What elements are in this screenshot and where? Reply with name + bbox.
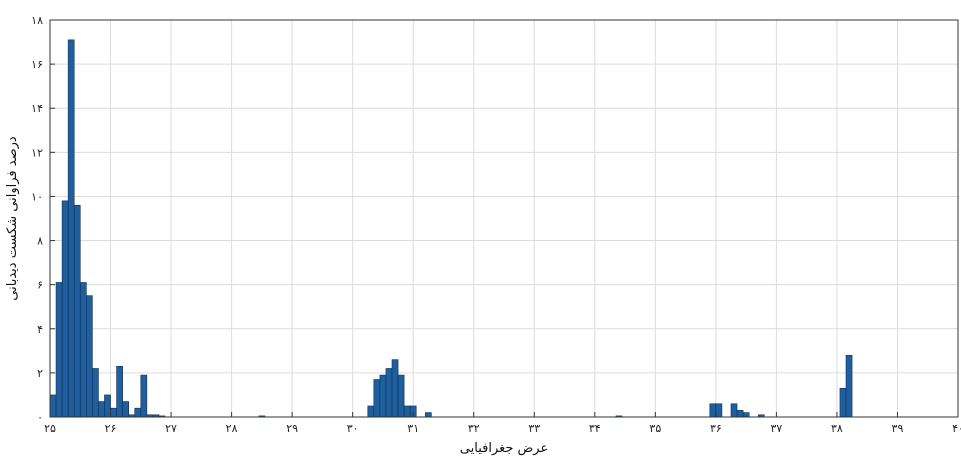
x-tick-label: ۳۷: [770, 422, 782, 435]
histogram-bar: [403, 405, 411, 418]
histogram-bar: [67, 39, 75, 418]
histogram-bar: [86, 295, 93, 418]
histogram-bar: [425, 412, 432, 418]
x-tick-label: ۳۹: [892, 422, 904, 435]
x-tick-label: ۳۱: [407, 422, 419, 435]
y-tick-label: ۱۰: [31, 190, 43, 203]
x-tick-label: ۳۶: [710, 422, 722, 435]
histogram-bar: [73, 204, 81, 418]
histogram-bar: [373, 379, 381, 418]
histogram-bar: [839, 388, 847, 418]
histogram-bar: [49, 394, 57, 418]
histogram-bar: [134, 407, 142, 418]
histogram-bar: [715, 403, 723, 418]
histogram-bar: [367, 405, 375, 418]
histogram-bar: [110, 407, 117, 418]
y-tick-label: ۱۶: [31, 58, 43, 71]
y-axis-ticks: ۰ ۲ ۴ ۶ ۸ ۱۰ ۱۲ ۱۴ ۱۶ ۱۸: [31, 14, 55, 424]
x-tick-label: ۲۷: [165, 422, 177, 435]
histogram-bar: [379, 374, 387, 418]
x-tick-label: ۳۴: [589, 422, 601, 435]
x-tick-label: ۲۶: [105, 422, 117, 435]
x-tick-label: ۲۵: [44, 422, 56, 435]
bar-series: [49, 39, 853, 418]
histogram-bar: [140, 374, 148, 418]
plot-frame: [49, 19, 959, 418]
y-axis-label: درصد فراوانی شکست دیدبانی: [5, 136, 20, 301]
x-tick-label: ۳۲: [468, 422, 480, 435]
x-tick-label: ۲۹: [286, 422, 298, 435]
y-tick-label: ۸: [37, 235, 43, 248]
y-tick-label: ۱۲: [31, 146, 43, 159]
x-tick-label: ۳۳: [528, 422, 540, 435]
histogram-bar: [116, 365, 123, 418]
y-tick-label: ۱۴: [31, 102, 43, 115]
histogram-bar: [397, 374, 405, 418]
histogram-bar: [736, 410, 744, 418]
x-axis-label: عرض جغرافیایی: [460, 441, 548, 456]
y-tick-label: ۰: [37, 411, 43, 424]
histogram-bar: [730, 403, 738, 418]
histogram-bar: [385, 368, 393, 418]
x-tick-label: ۳۸: [831, 422, 843, 435]
histogram-bar: [742, 412, 750, 418]
y-tick-label: ۴: [37, 323, 43, 336]
x-tick-label: ۳۵: [649, 422, 661, 435]
histogram-bar: [709, 403, 717, 418]
histogram-bar: [61, 200, 69, 418]
x-tick-label: ۲۸: [226, 422, 238, 435]
histogram-bar: [391, 359, 399, 418]
histogram-bar: [122, 401, 129, 418]
y-tick-label: ۲: [37, 367, 43, 380]
histogram-bar: [79, 282, 87, 418]
x-tick-label: ۴۰: [952, 422, 961, 435]
y-tick-label: ۱۸: [31, 14, 43, 27]
histogram-bar: [55, 282, 63, 418]
histogram-bar: [98, 401, 105, 418]
x-tick-label: ۳۰: [347, 422, 359, 435]
grid-lines: [49, 19, 959, 418]
x-axis-ticks: ۲۵ ۲۶ ۲۷ ۲۸ ۲۹ ۳۰ ۳۱ ۳۲ ۳۳ ۳۴ ۳۵ ۳۶ ۳۷ ۳۸ ۳۹ ۴۰: [44, 412, 961, 435]
histogram-bar: [845, 354, 853, 418]
y-tick-label: ۶: [37, 279, 43, 292]
histogram-bar: [92, 368, 99, 418]
histogram-bar: [104, 394, 111, 418]
